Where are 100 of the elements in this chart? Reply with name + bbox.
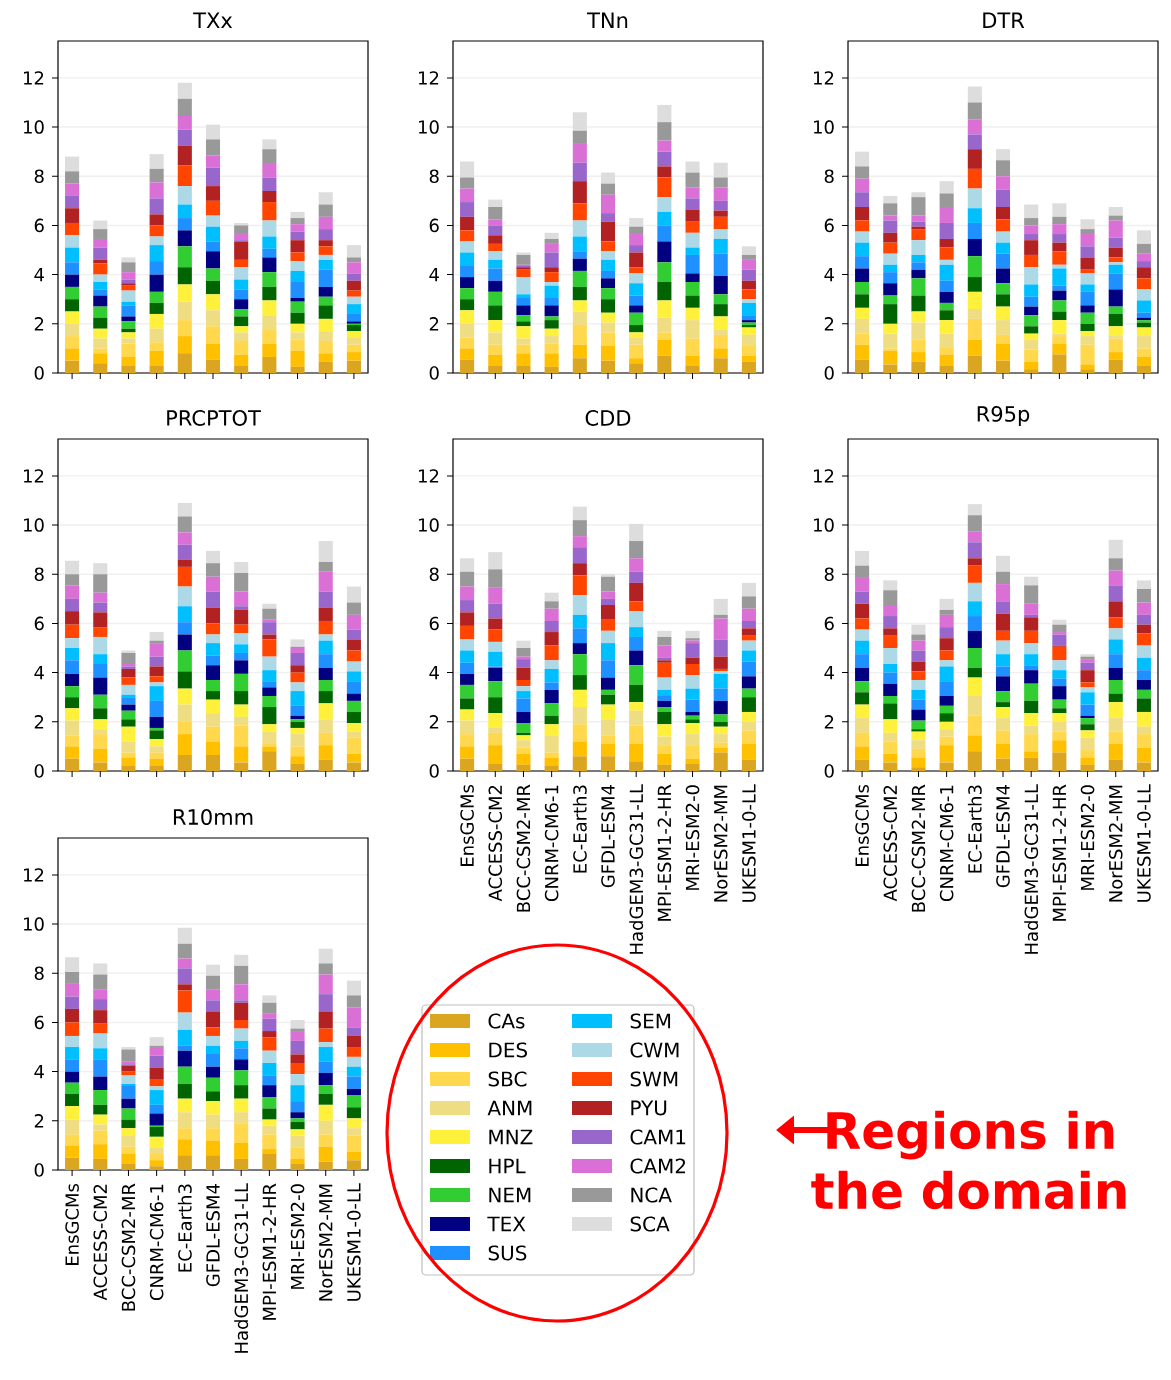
y-tick-label: 10 bbox=[24, 917, 44, 931]
x-tick-label: MRI-ESM2-0 bbox=[1080, 785, 1095, 890]
y-tick-label: 0 bbox=[429, 366, 439, 380]
text: Regions in the domain bbox=[811, 1110, 1126, 1210]
chart-title: DTR bbox=[983, 12, 1025, 28]
y-tick-label: 10 bbox=[24, 518, 44, 532]
x-tick-label: MPI-ESM1-2-HR bbox=[1052, 784, 1067, 921]
y-tick-label: 6 bbox=[34, 218, 44, 233]
y-tick-label: 2 bbox=[34, 317, 44, 331]
y-tick-label: 2 bbox=[34, 715, 44, 729]
chart-title: CDD bbox=[585, 410, 631, 426]
y-tick-label: 6 bbox=[34, 616, 44, 631]
y-tick-label: 2 bbox=[824, 317, 834, 331]
y-tick-label: 10 bbox=[419, 120, 439, 134]
x-tick-label: GFDL-ESM4 bbox=[601, 785, 615, 888]
chart-title: TNn bbox=[587, 12, 628, 28]
y-tick-label: 0 bbox=[824, 366, 834, 380]
y-tick-label: 6 bbox=[824, 218, 834, 233]
y-tick-label: 0 bbox=[34, 764, 44, 778]
legend-label: DES bbox=[489, 1042, 528, 1058]
legend-label: SEM bbox=[630, 1013, 671, 1029]
y-tick-label: 2 bbox=[34, 1114, 44, 1128]
legend-label: PYU bbox=[631, 1100, 667, 1116]
x-tick-label: GFDL-ESM4 bbox=[206, 1184, 220, 1287]
y-tick-label: 6 bbox=[429, 218, 439, 233]
legend-label: MNZ bbox=[489, 1129, 533, 1145]
legend-label: SUS bbox=[488, 1245, 527, 1261]
y-tick-label: 6 bbox=[429, 616, 439, 631]
y-tick-label: 10 bbox=[814, 120, 834, 134]
x-tick-label: CNRM-CM6-1 bbox=[544, 785, 559, 902]
x-tick-label: EC-Earth3 bbox=[967, 785, 982, 873]
y-tick-label: 4 bbox=[429, 268, 439, 282]
x-tick-label: ACCESS-CM2 bbox=[488, 785, 503, 902]
x-tick-label: BCC-CSM2-MR bbox=[911, 784, 926, 912]
y-tick-label: 12 bbox=[419, 469, 439, 483]
y-tick-label: 12 bbox=[814, 469, 834, 483]
x-tick-label: EnsGCMs bbox=[460, 784, 474, 866]
x-tick-label: HadGEM3-GC31-LL bbox=[1024, 784, 1039, 954]
legend-label: TEX bbox=[487, 1216, 526, 1232]
x-tick-label: HadGEM3-GC31-LL bbox=[629, 784, 644, 954]
x-tick-label: UKESM1-0-LL bbox=[347, 1183, 361, 1301]
y-tick-label: 0 bbox=[824, 764, 834, 778]
x-tick-label: ACCESS-CM2 bbox=[883, 785, 898, 902]
legend-label: CAM2 bbox=[630, 1158, 686, 1174]
x-tick-label: UKESM1-0-LL bbox=[742, 784, 756, 902]
y-tick-label: 6 bbox=[824, 616, 834, 631]
x-tick-label: CNRM-CM6-1 bbox=[939, 785, 954, 902]
legend-label: NEM bbox=[489, 1187, 531, 1203]
x-tick-label: EC-Earth3 bbox=[177, 1184, 192, 1272]
x-tick-label: NorESM2-MM bbox=[318, 1184, 333, 1301]
legend-label: ANM bbox=[487, 1100, 532, 1116]
x-tick-label: UKESM1-0-LL bbox=[1137, 784, 1151, 902]
y-tick-label: 8 bbox=[34, 966, 44, 981]
x-tick-label: ACCESS-CM2 bbox=[93, 1184, 108, 1301]
y-tick-label: 12 bbox=[24, 469, 44, 483]
y-tick-label: 8 bbox=[34, 169, 44, 184]
x-tick-label: EnsGCMs bbox=[855, 784, 869, 866]
x-tick-label: MRI-ESM2-0 bbox=[685, 785, 700, 890]
legend-label: SCA bbox=[630, 1216, 670, 1232]
x-tick-label: MPI-ESM1-2-HR bbox=[262, 1183, 277, 1320]
chart-title: PRCPTOT bbox=[167, 410, 261, 426]
y-tick-label: 12 bbox=[24, 868, 44, 882]
legend-label: CWM bbox=[630, 1042, 679, 1058]
y-tick-label: 0 bbox=[34, 366, 44, 380]
x-tick-label: CNRM-CM6-1 bbox=[149, 1184, 164, 1301]
legend-label: SWM bbox=[630, 1071, 678, 1087]
y-tick-label: 0 bbox=[34, 1163, 44, 1177]
x-tick-label: HadGEM3-GC31-LL bbox=[234, 1183, 249, 1353]
y-tick-label: 4 bbox=[34, 1065, 44, 1079]
legend-label: CAs bbox=[488, 1013, 525, 1029]
y-tick-label: 2 bbox=[429, 317, 439, 331]
y-tick-label: 12 bbox=[814, 71, 834, 85]
x-tick-label: GFDL-ESM4 bbox=[996, 785, 1010, 888]
x-tick-label: BCC-CSM2-MR bbox=[516, 784, 531, 912]
y-tick-label: 8 bbox=[824, 567, 834, 582]
y-tick-label: 4 bbox=[824, 268, 834, 282]
y-tick-label: 8 bbox=[429, 567, 439, 582]
y-tick-label: 8 bbox=[824, 169, 834, 184]
y-tick-label: 8 bbox=[34, 567, 44, 582]
x-tick-label: EnsGCMs bbox=[65, 1183, 79, 1265]
legend-label: CAM1 bbox=[630, 1129, 686, 1145]
y-tick-label: 2 bbox=[429, 715, 439, 729]
x-tick-label: EC-Earth3 bbox=[572, 785, 587, 873]
legend-label: NCA bbox=[631, 1187, 672, 1203]
y-tick-label: 2 bbox=[824, 715, 834, 729]
x-tick-label: NorESM2-MM bbox=[713, 785, 728, 902]
legend-label: HPL bbox=[489, 1158, 526, 1174]
y-tick-label: 4 bbox=[824, 666, 834, 680]
x-tick-label: MPI-ESM1-2-HR bbox=[657, 784, 672, 921]
legend-label: SBC bbox=[488, 1071, 527, 1087]
y-tick-label: 12 bbox=[419, 71, 439, 85]
y-tick-label: 10 bbox=[814, 518, 834, 532]
y-tick-label: 8 bbox=[429, 169, 439, 184]
y-tick-label: 10 bbox=[24, 120, 44, 134]
x-tick-label: NorESM2-MM bbox=[1108, 785, 1123, 902]
chart-title: R95p bbox=[977, 405, 1030, 426]
y-tick-label: 12 bbox=[24, 71, 44, 85]
x-tick-label: MRI-ESM2-0 bbox=[290, 1184, 305, 1289]
y-tick-label: 4 bbox=[34, 268, 44, 282]
y-tick-label: 4 bbox=[34, 666, 44, 680]
